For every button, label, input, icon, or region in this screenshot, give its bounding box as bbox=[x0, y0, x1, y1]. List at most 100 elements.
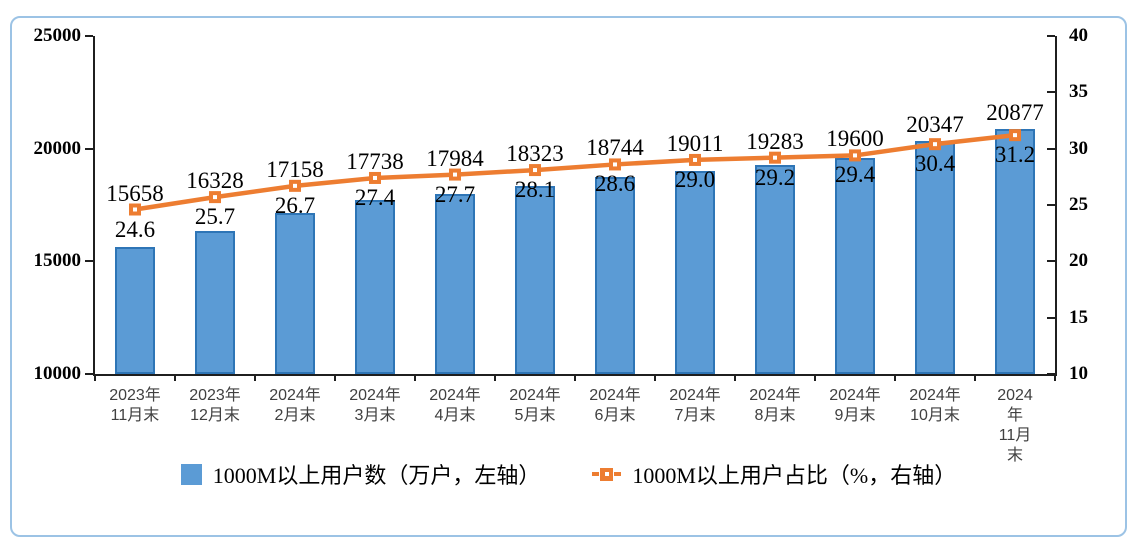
bar bbox=[515, 186, 555, 374]
y-axis-left-tick bbox=[85, 35, 93, 37]
line-value-label: 29.0 bbox=[674, 166, 716, 192]
x-axis-tick bbox=[894, 374, 896, 381]
bar bbox=[275, 212, 315, 374]
x-axis-tick bbox=[174, 374, 176, 381]
bar bbox=[355, 199, 395, 374]
x-tick-label: 2023年 11月末 bbox=[109, 387, 161, 424]
x-axis-tick bbox=[94, 374, 96, 381]
legend: 1000M以上用户数（万户，左轴） 1000M以上用户占比（%，右轴） bbox=[0, 458, 1137, 490]
line-marker-center bbox=[853, 153, 857, 158]
x-tick-label: 2024年 4月末 bbox=[429, 387, 481, 424]
x-axis-tick bbox=[814, 374, 816, 381]
bar bbox=[195, 231, 235, 374]
x-tick-label: 2024年 11月末 bbox=[997, 387, 1033, 464]
legend-label-bar-series: 1000M以上用户数（万户，左轴） bbox=[212, 463, 541, 488]
line-marker-center bbox=[1013, 133, 1017, 138]
bar-value-label: 17984 bbox=[426, 145, 484, 171]
bar bbox=[915, 140, 955, 374]
line-value-label: 26.7 bbox=[274, 192, 316, 218]
bar-series-swatch-icon bbox=[180, 463, 202, 485]
y-axis-label-left: 15000 bbox=[33, 250, 82, 272]
line-marker-center bbox=[213, 195, 217, 200]
line-value-label: 28.6 bbox=[594, 171, 636, 197]
y-axis-left-line bbox=[93, 36, 95, 374]
x-tick-label: 2024年 10月末 bbox=[909, 387, 961, 424]
x-tick-label: 2024年 8月末 bbox=[749, 387, 801, 424]
line-marker-center bbox=[453, 172, 457, 177]
y-axis-right-tick bbox=[1047, 147, 1055, 150]
line-marker-center bbox=[133, 207, 137, 212]
y-axis-label-right: 20 bbox=[1069, 250, 1088, 272]
y-axis-label-right: 35 bbox=[1069, 81, 1088, 103]
chart-frame-border bbox=[10, 16, 1127, 537]
y-axis-right-tick bbox=[1047, 91, 1055, 94]
legend-label-line-series: 1000M以上用户占比（%，右轴） bbox=[632, 463, 957, 488]
bar bbox=[115, 246, 155, 374]
y-axis-right-tick bbox=[1047, 316, 1055, 319]
bar-value-label: 17158 bbox=[266, 156, 324, 182]
line-series-swatch-icon bbox=[592, 467, 622, 481]
line-marker-center bbox=[373, 175, 377, 180]
y-axis-right-tick bbox=[1047, 260, 1055, 263]
line-marker-center bbox=[773, 155, 777, 160]
line-value-label: 30.4 bbox=[914, 151, 956, 177]
bar bbox=[435, 194, 475, 374]
line-value-label: 28.1 bbox=[514, 177, 556, 203]
x-axis-tick bbox=[574, 374, 576, 381]
x-tick-label: 2024年 9月末 bbox=[829, 387, 881, 424]
bar-value-label: 19283 bbox=[746, 128, 804, 154]
line-value-label: 29.2 bbox=[754, 164, 796, 190]
y-axis-label-left: 10000 bbox=[33, 363, 82, 384]
line-marker-center bbox=[933, 142, 937, 147]
bar-value-label: 20347 bbox=[906, 111, 964, 137]
y-axis-label-right: 10 bbox=[1069, 363, 1088, 384]
y-axis-right-line bbox=[1055, 36, 1057, 374]
bar-value-label: 20877 bbox=[986, 99, 1044, 125]
line-value-label: 25.7 bbox=[194, 204, 236, 230]
bar-value-label: 19600 bbox=[826, 126, 884, 152]
x-tick-label: 2024年 5月末 bbox=[509, 387, 561, 424]
line-marker-center bbox=[613, 162, 617, 167]
y-axis-right-tick bbox=[1047, 373, 1055, 375]
line-marker-center bbox=[293, 183, 297, 188]
line-value-label: 31.2 bbox=[994, 142, 1036, 168]
line-value-label: 27.7 bbox=[434, 181, 476, 207]
y-axis-left-tick bbox=[85, 147, 93, 150]
y-axis-label-right: 30 bbox=[1069, 137, 1088, 159]
y-axis-label-left: 25000 bbox=[33, 25, 82, 46]
bar bbox=[675, 170, 715, 374]
bar-value-label: 17738 bbox=[346, 148, 404, 174]
bar-value-label: 18323 bbox=[506, 141, 564, 167]
y-axis-left-tick bbox=[85, 260, 93, 263]
y-axis-label-right: 15 bbox=[1069, 306, 1088, 328]
y-axis-label-right: 25 bbox=[1069, 194, 1088, 215]
line-value-label: 29.4 bbox=[834, 162, 876, 188]
bar bbox=[595, 176, 635, 374]
line-value-label: 27.4 bbox=[354, 184, 396, 210]
x-axis-tick bbox=[734, 374, 736, 381]
percent-line bbox=[134, 132, 1016, 212]
y-axis-right-tick bbox=[1047, 35, 1055, 37]
x-axis-tick bbox=[1054, 374, 1056, 381]
bar bbox=[835, 157, 875, 374]
bar-value-label: 15658 bbox=[106, 180, 164, 206]
x-tick-label: 2024年 2月末 bbox=[269, 387, 321, 424]
bar-value-label: 19011 bbox=[666, 130, 724, 156]
x-axis-tick bbox=[494, 374, 496, 381]
x-tick-label: 2023年 12月末 bbox=[189, 387, 241, 424]
x-axis-tick bbox=[254, 374, 256, 381]
y-axis-label-right: 40 bbox=[1069, 25, 1088, 46]
bar-value-label: 16328 bbox=[186, 168, 244, 194]
x-axis-tick bbox=[334, 374, 336, 381]
line-value-label: 24.6 bbox=[114, 216, 156, 242]
x-tick-label: 2024年 6月末 bbox=[589, 387, 641, 424]
bar bbox=[995, 128, 1035, 374]
x-tick-label: 2024年 3月末 bbox=[349, 387, 401, 424]
percent-line-series bbox=[129, 129, 1021, 216]
legend-item-bar-series: 1000M以上用户数（万户，左轴） bbox=[180, 458, 541, 490]
x-axis-tick bbox=[654, 374, 656, 381]
y-axis-left-tick bbox=[85, 373, 93, 375]
x-axis-tick bbox=[974, 374, 976, 381]
x-tick-label: 2024年 7月末 bbox=[669, 387, 721, 424]
